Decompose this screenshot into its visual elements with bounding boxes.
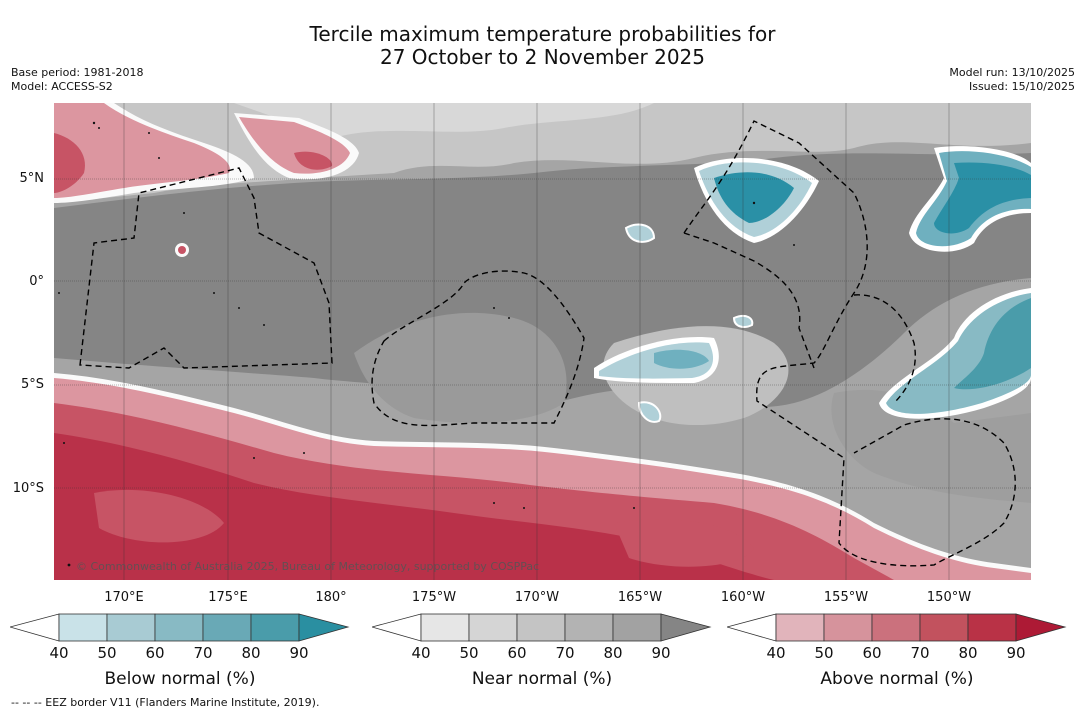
cb-below-tick: 80 — [241, 644, 261, 662]
cb-near-seg — [612, 613, 662, 642]
chart-title-line1: Tercile maximum temperature probabilitie… — [309, 22, 776, 46]
cb-near-tick: 80 — [603, 644, 623, 662]
colorbar-above-normal — [727, 613, 1067, 642]
cb-near-tri-right — [660, 613, 712, 642]
lat-label-5n: 5°N — [19, 171, 45, 186]
cb-below-tri-right — [298, 613, 350, 642]
below-mid-dark — [654, 349, 709, 369]
issued-label: Issued: 15/10/2025 — [968, 80, 1075, 93]
lon-label-175w: 175°W — [411, 590, 457, 605]
cb-above-tick: 40 — [766, 644, 786, 662]
above-nw-light — [54, 103, 230, 198]
cb-above-title: Above normal (%) — [820, 669, 974, 689]
lon-label-175e: 175°E — [208, 590, 248, 605]
above-nw-mid — [54, 133, 85, 193]
base-period-label: Base period: 1981-2018 — [11, 66, 144, 79]
chart-title-line2: 27 October to 2 November 2025 — [379, 45, 706, 69]
cb-below-tri-left — [10, 613, 60, 642]
cb-above-tick: 70 — [910, 644, 930, 662]
above-dark-south — [54, 433, 774, 580]
cb-near-tick: 70 — [555, 644, 575, 662]
below-small-patch-2 — [637, 401, 662, 423]
lon-label-165w: 165°W — [617, 590, 663, 605]
cb-above-tri-right — [1015, 613, 1067, 642]
cb-below-seg — [58, 613, 108, 642]
cb-above-tri-left — [727, 613, 777, 642]
cb-above-tick: 80 — [958, 644, 978, 662]
lon-label-170w: 170°W — [514, 590, 560, 605]
cb-below-seg — [106, 613, 156, 642]
cb-above-seg — [775, 613, 825, 642]
colorbar-near-normal — [372, 613, 712, 642]
lon-label-150w: 150°W — [926, 590, 972, 605]
cb-near-seg — [468, 613, 518, 642]
probability-map: © Commonwealth of Australia 2025, Bureau… — [54, 103, 1031, 580]
lon-label-180: 180° — [315, 590, 347, 605]
below-ne-dark — [714, 172, 794, 223]
cb-below-tick: 50 — [97, 644, 117, 662]
cb-near-tick: 90 — [651, 644, 671, 662]
above-mid-patch — [94, 489, 224, 543]
cb-below-title: Below normal (%) — [104, 669, 256, 689]
cb-below-seg — [250, 613, 300, 642]
cb-below-tick: 60 — [145, 644, 165, 662]
lat-label-0: 0° — [29, 274, 44, 289]
above-north-mid — [294, 151, 333, 170]
cb-near-title: Near normal (%) — [471, 669, 613, 689]
cb-near-seg — [420, 613, 470, 642]
above-small-patch — [178, 246, 186, 254]
cb-below-tick: 90 — [289, 644, 309, 662]
cb-above-seg — [919, 613, 969, 642]
cb-near-tick: 60 — [507, 644, 527, 662]
cb-above-seg — [967, 613, 1017, 642]
map-copyright: © Commonwealth of Australia 2025, Bureau… — [76, 560, 539, 573]
cb-below-tick: 70 — [193, 644, 213, 662]
lon-label-170e: 170°E — [104, 590, 144, 605]
near-mid-patch — [354, 312, 567, 423]
cb-below-seg — [154, 613, 204, 642]
island-dots — [58, 121, 795, 567]
eez-legend: -- -- -- EEZ border V11 (Flanders Marine… — [11, 696, 320, 709]
below-east-dark — [934, 162, 1031, 234]
cb-near-seg — [564, 613, 614, 642]
model-run-label: Model run: 13/10/2025 — [949, 66, 1075, 79]
cb-above-seg — [823, 613, 873, 642]
lon-label-160w: 160°W — [720, 590, 766, 605]
above-mid-patch-2 — [614, 519, 754, 567]
cb-near-tick: 40 — [411, 644, 431, 662]
model-label: Model: ACCESS-S2 — [11, 80, 113, 93]
colorbar-below-normal — [10, 613, 350, 642]
lat-label-5s: 5°S — [20, 377, 44, 392]
cb-near-seg — [516, 613, 566, 642]
cb-below-tick: 40 — [49, 644, 69, 662]
cb-above-tick: 60 — [862, 644, 882, 662]
cb-above-tick: 50 — [814, 644, 834, 662]
lon-label-155w: 155°W — [823, 590, 869, 605]
cb-above-seg — [871, 613, 921, 642]
near-mid-southeast — [831, 389, 1031, 503]
below-se-dark — [954, 298, 1031, 390]
eez-borders — [79, 120, 1016, 567]
cb-near-tick: 50 — [459, 644, 479, 662]
lat-label-10s: 10°S — [12, 481, 44, 496]
map-gridlines — [54, 178, 1031, 489]
cb-above-tick: 90 — [1006, 644, 1026, 662]
near-lighter-north — [234, 103, 654, 138]
cb-below-seg — [202, 613, 252, 642]
cb-near-tri-left — [372, 613, 422, 642]
